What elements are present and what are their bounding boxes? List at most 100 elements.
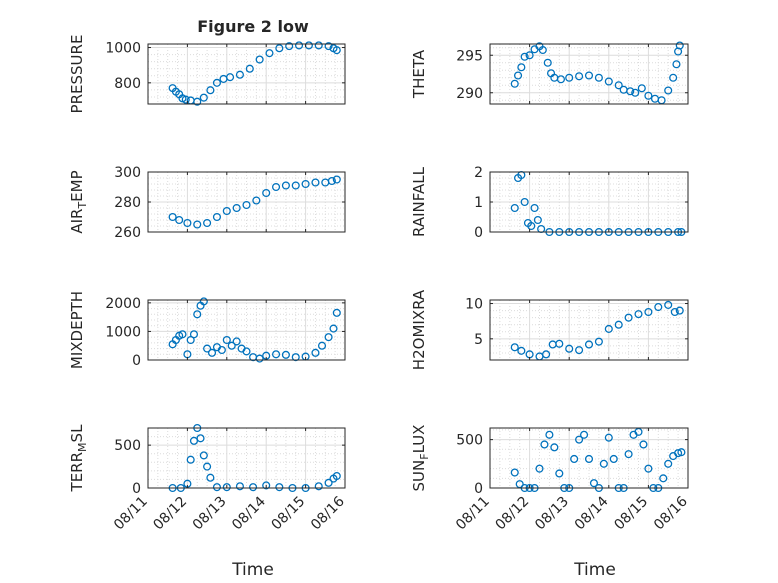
data-point — [217, 345, 226, 355]
data-point — [604, 433, 613, 442]
data-point — [275, 44, 284, 53]
data-point — [329, 324, 338, 333]
data-point — [664, 86, 673, 95]
x-tick-label: 08/15 — [269, 494, 309, 534]
data-point — [196, 434, 205, 443]
data-point — [510, 203, 519, 213]
data-point — [510, 79, 519, 88]
data-point — [575, 346, 584, 355]
axes-box — [489, 43, 689, 105]
data-point — [644, 307, 653, 317]
data-point — [575, 435, 584, 444]
data-point — [664, 300, 673, 309]
data-point — [222, 335, 231, 345]
data-point — [311, 178, 320, 187]
data-point — [677, 448, 686, 457]
data-point — [294, 41, 304, 50]
y-tick-label: 2 — [474, 165, 483, 181]
data-point — [301, 179, 310, 189]
data-point — [644, 464, 653, 473]
data-point — [513, 71, 523, 80]
data-point — [570, 454, 579, 464]
data-point — [178, 330, 187, 339]
x-tick-label: 08/15 — [611, 494, 651, 534]
data-point — [533, 215, 542, 225]
data-point — [650, 94, 660, 103]
data-point — [609, 454, 618, 464]
data-point — [530, 203, 539, 213]
y-axis-label: RAINFALL — [410, 166, 428, 237]
data-point — [670, 307, 679, 317]
data-point — [222, 206, 231, 216]
data-point — [669, 73, 678, 82]
data-point — [664, 459, 673, 468]
data-point — [675, 306, 684, 315]
x-axis-label-left: Time — [231, 560, 274, 580]
data-point — [242, 200, 251, 210]
data-point — [555, 339, 564, 348]
y-tick-label: 0 — [474, 481, 483, 497]
data-point — [199, 297, 208, 306]
x-tick-label: 08/13 — [190, 494, 230, 534]
data-point — [584, 71, 594, 80]
subplot-mixdepth: 0 1000 2000 MIXDEPTH — [68, 291, 346, 369]
data-point — [584, 340, 594, 349]
data-point — [589, 479, 598, 488]
data-point — [599, 459, 608, 468]
data-point — [548, 340, 557, 349]
data-point — [634, 310, 643, 319]
data-point — [203, 218, 212, 228]
data-point — [232, 203, 241, 213]
subplot-theta: 290 295 THETA — [410, 41, 689, 105]
data-point — [674, 449, 683, 458]
data-point — [517, 63, 526, 72]
data-point — [262, 481, 271, 490]
data-point — [659, 474, 668, 483]
x-tick-label: 08/14 — [572, 493, 612, 533]
data-point — [206, 86, 215, 95]
data-point — [314, 482, 323, 491]
data-point — [543, 58, 552, 67]
data-point — [271, 350, 281, 359]
data-point — [275, 483, 284, 492]
y-axis-label: AIRTEMP — [68, 170, 89, 233]
data-point — [594, 73, 603, 82]
data-point — [631, 88, 640, 97]
data-point — [168, 212, 177, 222]
subplot-sun-flux: 0 500 08/11 08/12 08/13 08/14 08/15 08/16 SUNFLU… — [410, 425, 691, 534]
data-point — [332, 175, 341, 184]
y-axis-label: SUNFLUX — [410, 425, 431, 492]
data-point — [575, 72, 584, 81]
data-point — [175, 215, 184, 225]
axes-box — [147, 427, 346, 489]
data-point — [644, 91, 653, 100]
y-tick-label: 1 — [474, 195, 483, 211]
data-point — [235, 482, 244, 491]
data-point — [265, 49, 274, 58]
y-tick-label: 290 — [456, 86, 483, 102]
axes-box — [489, 299, 689, 361]
data-point — [311, 348, 320, 357]
data-point — [525, 51, 534, 60]
y-axis-label: TERRMSL — [68, 424, 89, 493]
y-tick-label: 1000 — [105, 41, 141, 57]
data-point — [510, 468, 519, 477]
data-point — [654, 303, 663, 312]
x-tick-label: 08/12 — [493, 494, 533, 534]
data-point — [212, 483, 222, 492]
data-point — [227, 341, 236, 350]
y-tick-label: 800 — [114, 76, 141, 92]
data-point — [314, 41, 323, 50]
data-point — [614, 81, 623, 90]
data-point — [291, 353, 300, 362]
data-point — [262, 188, 271, 198]
y-tick-label: 500 — [456, 433, 483, 449]
subplot-air-temp: 260 280 300 AIRTEMP — [68, 165, 346, 241]
data-point — [324, 333, 333, 342]
data-point — [232, 337, 241, 346]
data-point — [245, 64, 254, 73]
data-point — [517, 346, 526, 355]
subplot-h2omixra: 5 10 H2OMIXRA — [410, 289, 689, 370]
